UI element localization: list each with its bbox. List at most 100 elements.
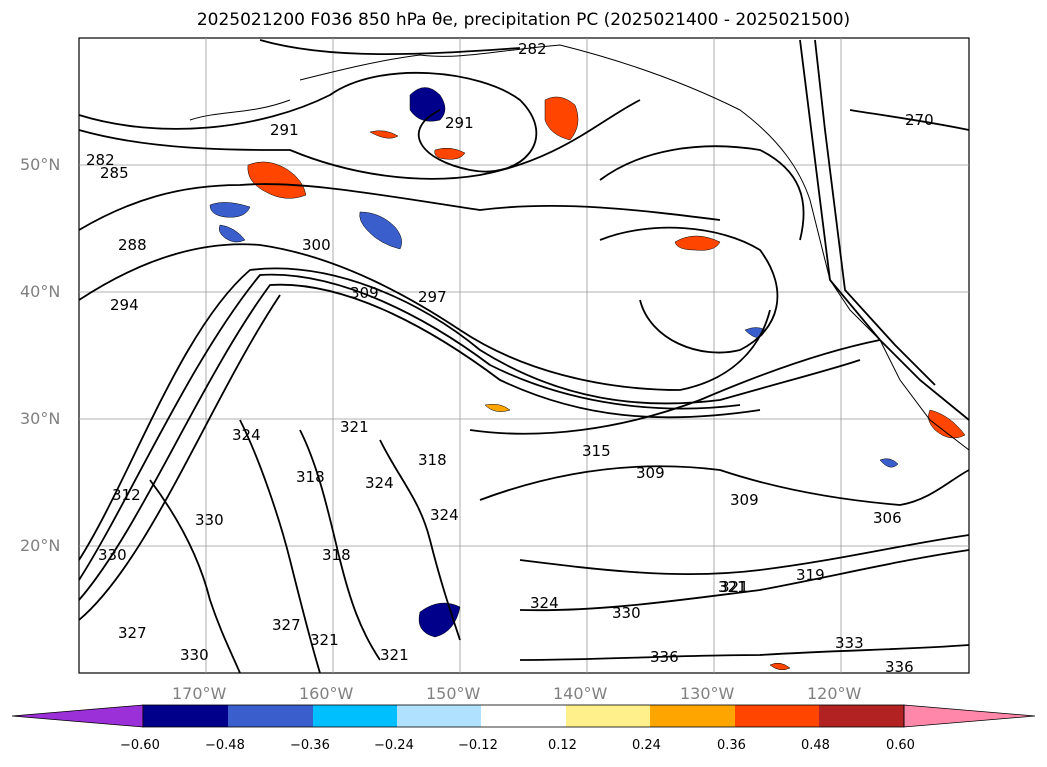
colorbar-tick-label: −0.48	[205, 738, 245, 753]
contour-line	[379, 439, 461, 641]
precip-blob	[928, 409, 966, 439]
theta-e-contours	[78, 39, 970, 674]
contour-label: 330	[195, 511, 224, 529]
contour-label: 309	[350, 284, 379, 302]
contour-label: 288	[118, 236, 147, 254]
contour-label: 324	[365, 474, 394, 492]
contour-line	[599, 145, 805, 241]
contour-label: 270	[905, 111, 934, 129]
colorbar-bin	[819, 705, 904, 727]
contour-line	[259, 39, 521, 56]
contour-line	[469, 339, 881, 435]
contour-line	[519, 534, 970, 576]
contour-label: 309	[636, 464, 665, 482]
lon-label: 130°W	[680, 684, 735, 703]
contour-label: 282	[86, 151, 115, 169]
contour-label: 297	[418, 288, 447, 306]
lon-label: 120°W	[807, 684, 862, 703]
precip-shading	[209, 87, 966, 671]
contour-line	[479, 465, 970, 506]
precip-blob	[209, 202, 251, 218]
contour-label: 312	[112, 486, 141, 504]
coast-line	[299, 44, 970, 451]
contour-line	[849, 109, 970, 131]
lat-label: 50°N	[20, 155, 61, 174]
coast-line	[189, 99, 291, 121]
colorbar-bin	[228, 705, 313, 727]
colorbar-bin	[397, 705, 481, 727]
lon-label: 160°W	[299, 684, 354, 703]
precip-blob	[544, 96, 579, 141]
precip-blob	[674, 235, 721, 251]
colorbar-bin	[650, 705, 735, 727]
contour-label: 318	[418, 451, 447, 469]
colorbar-tick-label: −0.36	[290, 738, 330, 753]
contour-label: 330	[612, 604, 641, 622]
colorbar-frame	[142, 704, 905, 728]
precip-blob	[218, 224, 246, 243]
colorbar-bin	[143, 705, 228, 727]
colorbar-bin	[566, 705, 650, 727]
contour-label: 336	[885, 658, 914, 676]
contour-label: 318	[322, 546, 351, 564]
map-title: 2025021200 F036 850 hPa θe, precipitatio…	[196, 10, 851, 30]
colorbar-tick-label: 0.60	[886, 738, 915, 753]
colorbar	[11, 704, 1036, 728]
colorbar-tick-label: 0.36	[717, 738, 746, 753]
contour-label: 300	[302, 236, 331, 254]
contour-label: 330	[98, 546, 127, 564]
contour-label: 336	[650, 648, 679, 666]
contour-label: 321	[720, 578, 749, 596]
contour-line	[78, 283, 761, 601]
map-frame	[78, 37, 970, 674]
colorbar-tick-label: −0.12	[458, 738, 498, 753]
colorbar-tick-label: −0.60	[120, 738, 160, 753]
lon-label: 170°W	[172, 684, 227, 703]
contour-label: 294	[110, 296, 139, 314]
precip-blob	[484, 403, 511, 412]
contour-label: 315	[582, 442, 611, 460]
contour-label: 330	[180, 646, 209, 664]
contour-label: 291	[270, 121, 299, 139]
contour-line	[78, 183, 721, 231]
contour-label: 285	[100, 164, 129, 182]
precip-blob	[879, 458, 899, 468]
colorbar-tick-label: 0.12	[548, 738, 577, 753]
lon-label: 140°W	[553, 684, 608, 703]
contour-label-group: 282 291 291 270 282 285 288 294 300 309 …	[86, 40, 934, 676]
contour-label: 327	[272, 616, 301, 634]
contour-label: 321	[340, 418, 369, 436]
precip-blob	[369, 130, 399, 139]
contour-line	[78, 99, 641, 180]
coastline	[189, 44, 970, 451]
contour-line	[299, 429, 381, 661]
graticule	[79, 38, 969, 673]
contour-line	[78, 267, 861, 561]
contour-label: 327	[118, 624, 147, 642]
contour-line	[814, 39, 936, 386]
contour-label: 324	[530, 594, 559, 612]
precip-blob	[769, 662, 791, 671]
contour-label: 321	[380, 646, 409, 664]
colorbar-tick-label: −0.24	[374, 738, 414, 753]
lat-label: 30°N	[20, 409, 61, 428]
contour-line	[78, 273, 741, 581]
contour-line	[149, 479, 241, 674]
contour-label: 321	[718, 578, 747, 596]
contour-line	[519, 644, 970, 661]
colorbar-bin	[481, 705, 566, 727]
precip-blob	[247, 161, 307, 199]
colorbar-extend-high	[903, 704, 1036, 728]
contour-line	[78, 243, 771, 391]
lat-label: 20°N	[20, 536, 61, 555]
contour-line	[239, 419, 321, 674]
colorbar-bin	[735, 705, 819, 727]
contour-line	[519, 549, 970, 612]
contour-label: 324	[232, 426, 261, 444]
colorbar-tick-label: 0.24	[632, 738, 661, 753]
lon-label: 150°W	[426, 684, 481, 703]
contour-label: 318	[296, 468, 325, 486]
lat-label: 40°N	[20, 282, 61, 301]
contour-line	[599, 226, 779, 354]
